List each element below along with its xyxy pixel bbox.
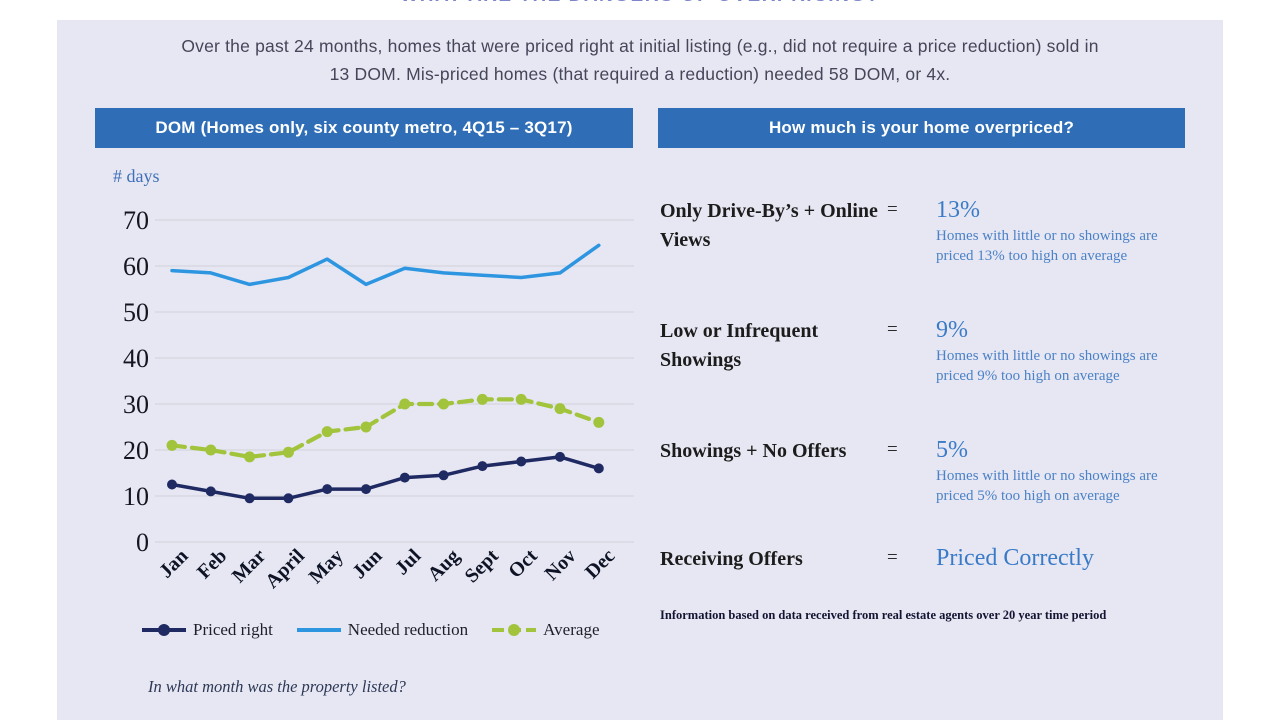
subtitle-line2: 13 DOM. Mis-priced homes (that required … [329,64,951,84]
row-value: Priced Correctly [936,545,1094,571]
y-tick-label: 30 [123,390,149,419]
overpriced-rows: Only Drive-By’s + Online Views = 13% Hom… [658,20,1188,720]
row-value: 13% [936,197,981,223]
data-point-marker [282,446,294,458]
legend-label: Needed reduction [347,620,469,639]
x-tick-label: Feb [193,545,231,583]
row-label: Low or Infrequent Showings [660,320,819,371]
data-point-marker [593,416,605,428]
row-value: 5% [936,437,969,463]
x-tick-label: Jun [348,545,386,583]
equals-sign: = [886,547,898,568]
x-tick-label: Aug [423,545,464,586]
data-point-marker [554,403,566,415]
chart-title-bar: DOM (Homes only, six county metro, 4Q15 … [95,108,633,148]
x-tick-label: Jul [391,545,426,580]
overpriced-title-bar: How much is your home overpriced? [658,108,1185,148]
y-tick-label: 60 [123,252,149,281]
x-tick-label: April [261,545,309,593]
y-tick-label: 70 [123,206,149,235]
y-axis-unit-label: # days [113,166,160,186]
y-tick-label: 0 [136,528,149,557]
row-description: Homes with little or no showings are pri… [936,468,1158,504]
data-point-marker [515,393,527,405]
data-point-marker [438,398,450,410]
x-tick-label: Oct [504,545,542,583]
data-point-marker [244,451,256,463]
overpriced-row: Showings + No Offers = 5% Homes with lit… [660,437,1188,507]
data-point-marker [477,461,488,472]
y-tick-label: 10 [123,482,149,511]
row-label: Showings + No Offers [660,440,847,462]
chart-legend: Priced right Needed reduction Average [142,620,599,640]
overpriced-title: How much is your home overpriced? [768,118,1075,137]
row-label: Only Drive-By’s + Online Views [660,200,878,251]
y-tick-label: 50 [123,298,149,327]
row-description: Homes with little or no showings are pri… [936,348,1158,384]
data-point-marker [283,493,294,504]
series-priced-right [167,451,604,504]
data-point-marker [476,393,488,405]
data-point-marker [244,493,255,504]
data-point-marker [399,472,410,483]
series-average [166,393,605,463]
legend-label: Priced right [193,620,273,639]
cropped-title-text: WHAT ARE THE DANGERS OF OVERPRICING? [0,0,1280,5]
legend-item-average: Average [492,620,599,640]
legend-item-priced-right: Priced right [142,620,273,640]
needed-reduction-swatch-icon [296,628,341,632]
chart-title: DOM (Homes only, six county metro, 4Q15 … [155,118,573,137]
average-swatch-icon [492,624,537,636]
x-tick-label: Nov [541,545,581,585]
subtitle-line1: Over the past 24 months, homes that were… [181,36,1099,56]
legend-item-needed-reduction: Needed reduction [296,620,469,640]
x-tick-label: Jan [155,545,193,583]
overpriced-row: Low or Infrequent Showings = 9% Homes wi… [660,317,1188,387]
data-point-marker [516,456,527,467]
equals-sign: = [886,439,898,460]
row-value: 9% [936,317,969,343]
overpriced-row: Receiving Offers = Priced Correctly [660,545,1188,574]
x-tick-label: May [305,545,348,588]
data-source-footnote: Information based on data received from … [660,608,1107,622]
equals-sign: = [886,319,898,340]
data-point-marker [322,484,333,495]
x-tick-label: Dec [581,545,619,583]
data-point-marker [167,479,177,490]
equals-sign: = [886,199,898,220]
series-needed-reduction [170,243,601,287]
x-tick-label: Sept [461,545,504,588]
row-description: Homes with little or no showings are pri… [936,228,1158,264]
grid: 0 10 20 30 40 50 60 70 [123,206,634,557]
overpriced-row: Only Drive-By’s + Online Views = 13% Hom… [660,197,1188,267]
data-point-marker [360,421,372,433]
cropped-title: WHAT ARE THE DANGERS OF OVERPRICING? [0,0,1280,5]
data-point-marker [166,439,178,451]
y-tick-label: 40 [123,344,149,373]
y-tick-label: 20 [123,436,149,465]
data-point-marker [593,463,604,474]
data-point-marker [361,484,371,495]
priced-right-swatch-icon [142,624,186,636]
data-point-marker [205,444,217,456]
legend-label: Average [543,620,600,639]
data-point-marker [205,486,216,497]
data-point-marker [399,398,411,410]
content-panel: Over the past 24 months, homes that were… [57,20,1223,720]
row-label: Receiving Offers [660,548,803,570]
data-point-marker [555,451,565,462]
data-point-marker [438,470,449,481]
chart-footer-question: In what month was the property listed? [148,677,406,696]
data-point-marker [321,426,333,438]
subtitle: Over the past 24 months, homes that were… [87,32,1193,88]
